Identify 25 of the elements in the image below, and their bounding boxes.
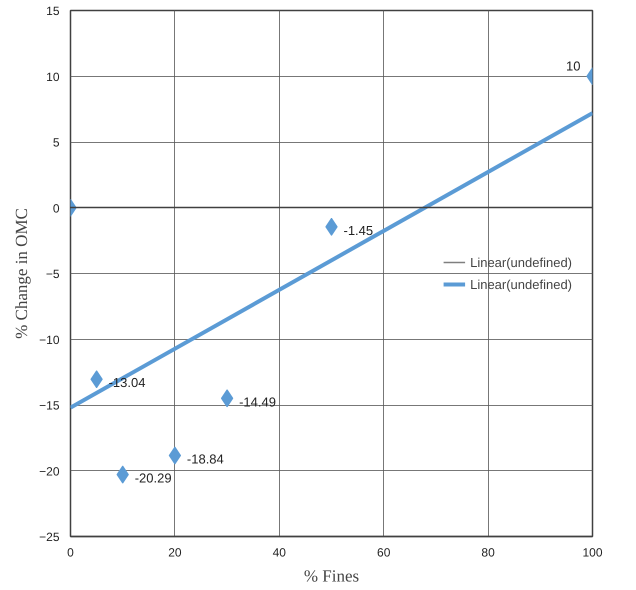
y-tick-label: −15 — [39, 398, 60, 412]
point — [168, 446, 182, 464]
y-tick-label: −20 — [39, 464, 60, 478]
y-tick-label: 0 — [52, 201, 60, 216]
data-label: -1.45 — [344, 222, 374, 238]
x-tick-label: 20 — [168, 546, 182, 560]
y-tick-label: −10 — [39, 332, 60, 347]
y-axis-title: % Change in OMC — [12, 208, 32, 339]
point — [220, 389, 234, 408]
point — [90, 370, 103, 388]
x-tick-label: 40 — [272, 546, 286, 560]
data-label: -20.29 — [134, 470, 172, 486]
data-label: -18.84 — [186, 451, 224, 466]
point — [325, 218, 338, 236]
y-tick-label: −5 — [46, 267, 60, 281]
x-tick-label: 80 — [481, 546, 496, 560]
x-axis-title: % Fines — [304, 566, 360, 586]
x-tick-label: 100 — [582, 546, 603, 560]
y-tick-label: −25 — [39, 530, 60, 544]
y-tick-label: 15 — [46, 4, 60, 18]
y-tick-label: 5 — [52, 136, 60, 150]
y-tick-label: 10 — [46, 70, 60, 84]
data-label: 10 — [566, 58, 581, 74]
x-tick-label: 0 — [67, 546, 74, 560]
x-tick-label: 60 — [377, 546, 391, 560]
